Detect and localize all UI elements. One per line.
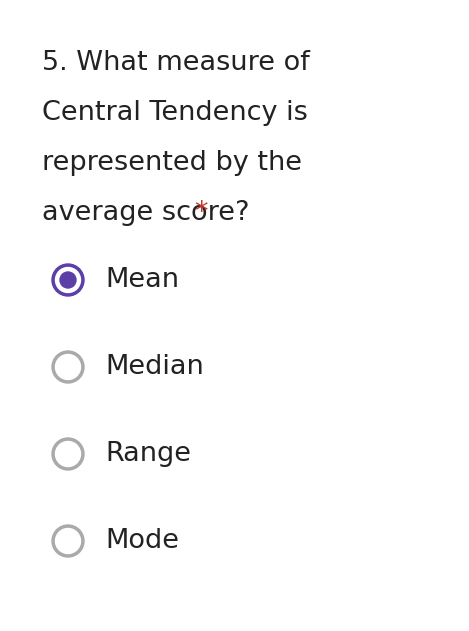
Text: Mean: Mean xyxy=(105,267,179,293)
Circle shape xyxy=(55,268,81,293)
Text: represented by the: represented by the xyxy=(42,151,302,177)
Circle shape xyxy=(55,529,81,553)
Text: Mode: Mode xyxy=(105,528,179,554)
Circle shape xyxy=(52,525,84,557)
Text: average score?: average score? xyxy=(42,201,258,227)
Text: Range: Range xyxy=(105,441,191,467)
Circle shape xyxy=(60,272,76,288)
Circle shape xyxy=(52,438,84,470)
Circle shape xyxy=(55,355,81,379)
Text: Median: Median xyxy=(105,354,204,380)
Circle shape xyxy=(55,442,81,466)
Circle shape xyxy=(52,351,84,383)
Circle shape xyxy=(52,264,84,296)
Text: 5. What measure of: 5. What measure of xyxy=(42,50,310,76)
Text: *: * xyxy=(194,201,208,227)
Text: Central Tendency is: Central Tendency is xyxy=(42,100,308,126)
